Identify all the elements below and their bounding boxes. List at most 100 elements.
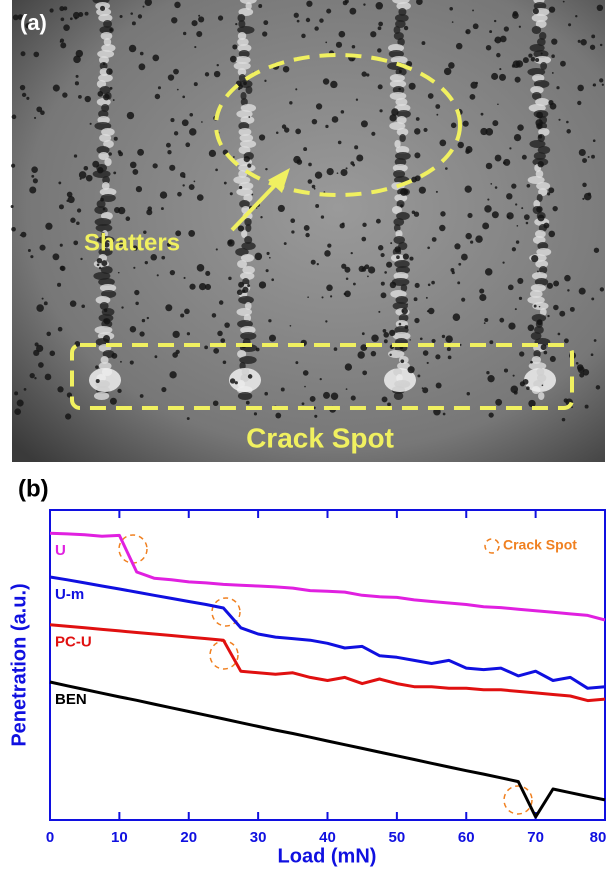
particle [70, 218, 75, 223]
particle [422, 387, 428, 393]
particle [49, 351, 55, 357]
particle [449, 7, 453, 11]
particle [173, 69, 179, 75]
particle [153, 163, 158, 168]
particle [104, 318, 110, 324]
particle [260, 216, 262, 218]
particle [103, 208, 106, 211]
particle [11, 164, 15, 168]
particle [218, 15, 223, 20]
particle [378, 26, 382, 30]
particle [467, 213, 472, 218]
particle [481, 113, 484, 116]
particle [258, 4, 262, 8]
particle [155, 94, 160, 99]
particle [371, 351, 376, 356]
particle [457, 281, 460, 284]
particle [238, 225, 244, 231]
particle [103, 94, 110, 101]
particle [427, 246, 430, 249]
particle [310, 396, 316, 402]
particle [439, 139, 446, 146]
particle [427, 362, 429, 364]
particle [198, 16, 204, 22]
particle [364, 264, 369, 269]
particle [242, 287, 248, 293]
particle [517, 278, 523, 284]
series-label: U [55, 542, 66, 559]
particle [366, 73, 369, 76]
particle [58, 327, 63, 332]
particle [320, 378, 322, 380]
panel-label: (a) [20, 10, 47, 35]
particle [379, 109, 382, 112]
particle [169, 371, 176, 378]
particle [423, 350, 429, 356]
particle [29, 186, 36, 193]
particle [336, 42, 342, 48]
particle [508, 322, 515, 329]
particle [80, 258, 82, 260]
particle [11, 205, 14, 208]
particle [137, 149, 144, 156]
particle [409, 83, 416, 90]
particle [161, 387, 166, 392]
particle [30, 255, 33, 258]
particle [101, 260, 107, 266]
particle [98, 91, 104, 97]
particle [512, 64, 515, 67]
particle [212, 313, 217, 318]
particle [445, 167, 448, 170]
particle [516, 240, 519, 243]
particle [497, 103, 499, 105]
particle [359, 266, 365, 272]
particle [539, 306, 541, 308]
series-label: BEN [55, 691, 87, 708]
particle [321, 296, 323, 298]
particle [405, 325, 409, 329]
particle [346, 277, 349, 280]
particle [356, 99, 358, 101]
particle [432, 237, 437, 242]
particle [140, 52, 144, 56]
x-tick-label: 60 [458, 829, 475, 846]
streak-spot [245, 224, 251, 232]
particle [337, 172, 339, 174]
particle [12, 115, 17, 120]
particle [302, 402, 305, 405]
particle [191, 20, 197, 26]
particle [494, 40, 496, 42]
particle [129, 45, 136, 52]
particle [265, 168, 267, 170]
streak-spot [104, 158, 111, 166]
particle [269, 257, 271, 259]
particle [582, 198, 584, 200]
particle [139, 63, 146, 70]
streak-spot [538, 392, 544, 400]
x-tick-label: 70 [527, 829, 544, 846]
particle [201, 121, 203, 123]
particle [139, 331, 144, 336]
particle [428, 283, 431, 286]
particle [110, 87, 113, 90]
particle [36, 304, 44, 312]
particle [235, 381, 238, 384]
particle [103, 335, 110, 342]
particle [187, 332, 190, 335]
particle [484, 322, 486, 324]
particle [482, 222, 489, 229]
particle [420, 337, 423, 340]
particle [537, 319, 543, 325]
particle [114, 137, 118, 141]
plot-frame [50, 510, 605, 820]
particle [508, 284, 514, 290]
particle [582, 158, 587, 163]
particle [362, 223, 366, 227]
particle [81, 304, 85, 308]
particle [143, 6, 145, 8]
particle [594, 339, 597, 342]
particle [53, 85, 60, 92]
particle [303, 370, 309, 376]
particle [111, 353, 117, 359]
particle [541, 344, 547, 350]
